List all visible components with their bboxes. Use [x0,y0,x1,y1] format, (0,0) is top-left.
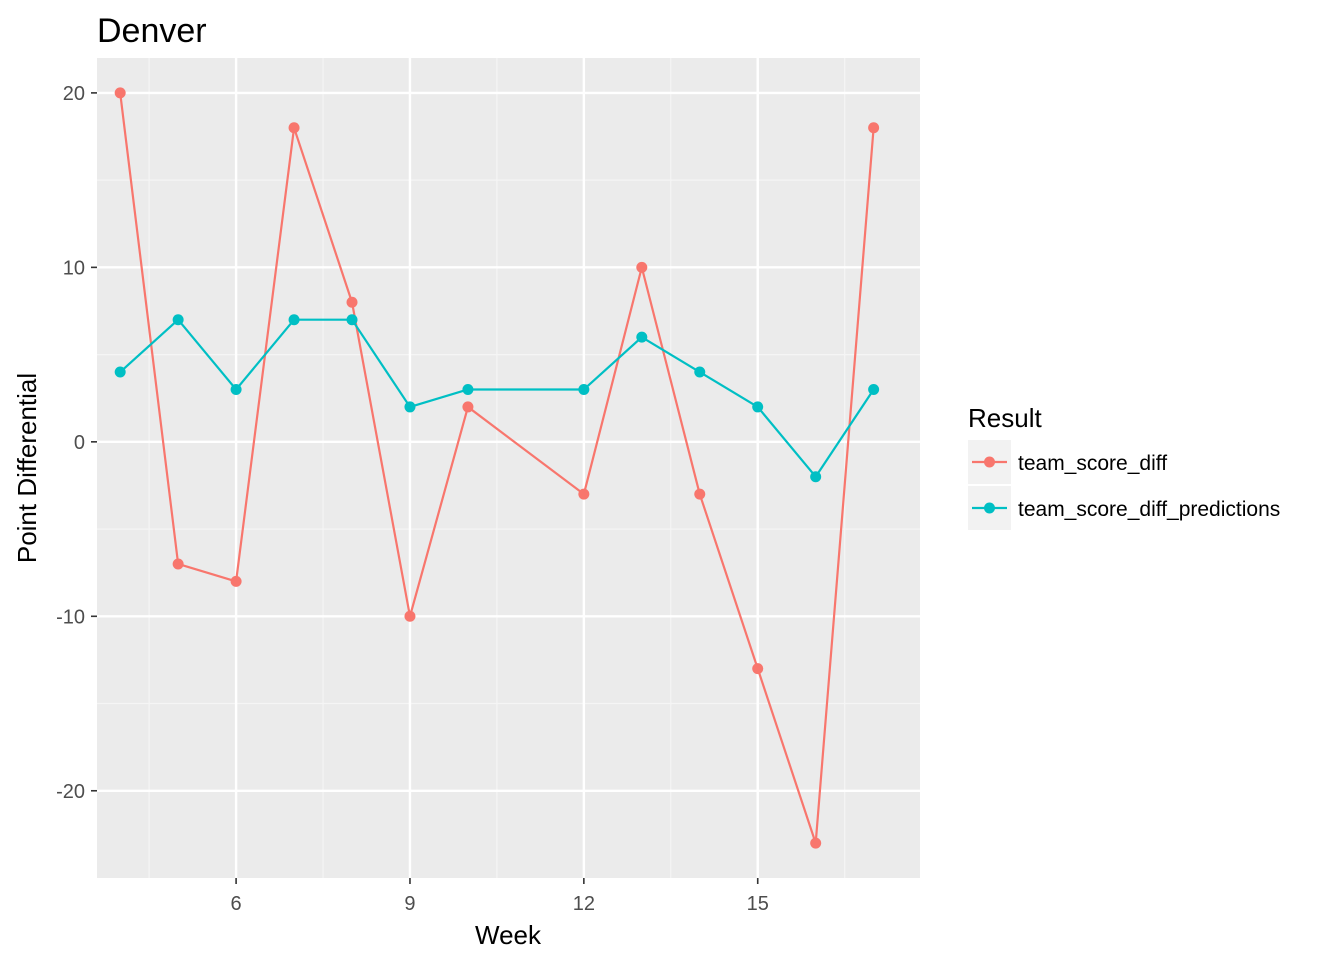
data-point-team_score_diff [288,122,300,134]
data-point-team_score_diff [346,296,358,308]
legend-items: team_score_diff team_score_diff_predictio… [968,440,1280,530]
legend-label: team_score_diff_predictions [1018,498,1280,521]
data-point-team_score_diff [172,558,184,570]
data-point-team_score_diff_predictions [462,383,474,395]
axis-ticks: 6 9 12 15 -20 -10 0 10 20 [56,83,769,915]
y-axis-title: Point Differential [12,373,42,563]
y-tick-label: -20 [56,781,85,803]
data-point-team_score_diff_predictions [578,383,590,395]
data-point-team_score_diff_predictions [288,314,300,326]
data-point-team_score_diff_predictions [868,383,880,395]
series-layer [114,87,880,849]
data-point-team_score_diff_predictions [172,314,184,326]
x-tick-label: 15 [747,893,769,915]
x-tick-label: 9 [404,893,415,915]
x-tick-label: 6 [231,893,242,915]
legend-label: team_score_diff [1018,452,1167,475]
legend-key-point [984,502,995,514]
data-point-team_score_diff [578,488,590,500]
legend-key-point [984,456,995,468]
data-point-team_score_diff [694,488,706,500]
data-point-team_score_diff_predictions [346,314,358,326]
y-tick-label: 0 [74,432,85,454]
chart-title: Denver [97,12,207,50]
data-point-team_score_diff_predictions [694,366,706,378]
x-tick-label: 12 [573,893,595,915]
data-point-team_score_diff_predictions [404,401,416,413]
minor-gridlines [97,58,920,878]
data-point-team_score_diff [636,261,648,273]
data-point-team_score_diff [462,401,474,413]
data-point-team_score_diff_predictions [810,471,822,483]
data-point-team_score_diff [114,87,126,99]
legend: Result team_score_diff team_score_diff_pr… [968,403,1280,530]
x-axis-title: Week [475,920,542,950]
data-point-team_score_diff_predictions [636,331,648,343]
y-tick-label: 20 [63,83,85,105]
y-tick-label: 10 [63,257,85,279]
data-point-team_score_diff_predictions [752,401,764,413]
data-point-team_score_diff [230,575,242,587]
plot-panel [97,58,920,878]
data-point-team_score_diff [810,837,822,849]
major-gridlines [97,58,920,878]
data-point-team_score_diff [868,122,880,134]
legend-title: Result [968,403,1042,433]
data-point-team_score_diff_predictions [114,366,126,378]
data-point-team_score_diff [404,610,416,622]
data-point-team_score_diff [752,663,764,675]
y-tick-label: -10 [56,606,85,628]
data-point-team_score_diff_predictions [230,383,242,395]
